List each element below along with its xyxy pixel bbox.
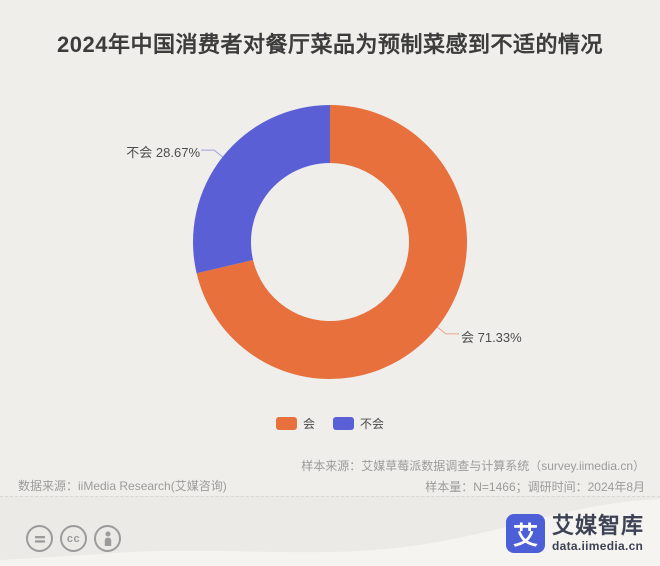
- equals-icon: [26, 525, 53, 552]
- label-line-会: [437, 326, 459, 335]
- label-line-不会: [201, 149, 223, 158]
- footer-wave-decoration: [0, 498, 660, 566]
- sample-source-block: 样本来源：艾媒草莓派数据调查与计算系统（survey.iimedia.cn） 样…: [301, 456, 645, 498]
- data-source-line: 数据来源：iiMedia Research(艾媒咨询): [18, 479, 227, 493]
- donut-slice-会[interactable]: [196, 105, 468, 380]
- license-icons: cc: [26, 525, 121, 552]
- brand-name: 艾媒智库: [551, 513, 644, 538]
- brand-logo: 艾 艾媒智库 data.iimedia.cn: [505, 513, 644, 553]
- legend-item-hui[interactable]: 会: [275, 415, 315, 432]
- donut-slice-不会[interactable]: [193, 105, 330, 274]
- brand-url: data.iimedia.cn: [551, 539, 644, 553]
- cc-icon: cc: [60, 525, 87, 552]
- person-icon: [94, 525, 121, 552]
- legend-label-buhui: 不会: [360, 417, 385, 431]
- chart-legend: 会 不会: [0, 415, 660, 432]
- legend-label-hui: 会: [302, 417, 315, 431]
- page-title: 2024年中国消费者对餐厅菜品为预制菜感到不适的情况: [57, 32, 603, 57]
- sample-source-line: 样本来源：艾媒草莓派数据调查与计算系统（survey.iimedia.cn）: [301, 459, 645, 473]
- legend-swatch-hui: [275, 417, 297, 430]
- sample-info-line: 样本量：N=1466；调研时间：2024年8月: [425, 480, 645, 494]
- callout-label-hui: 会 71.33%: [461, 330, 522, 345]
- donut-chart: [193, 105, 468, 380]
- legend-swatch-buhui: [333, 417, 354, 430]
- callout-label-buhui: 不会 28.67%: [126, 145, 200, 160]
- brand-logo-icon: 艾: [505, 514, 545, 553]
- legend-item-buhui[interactable]: 不会: [333, 415, 384, 432]
- footer-bar: cc 艾 艾媒智库 data.iimedia.cn: [0, 496, 660, 566]
